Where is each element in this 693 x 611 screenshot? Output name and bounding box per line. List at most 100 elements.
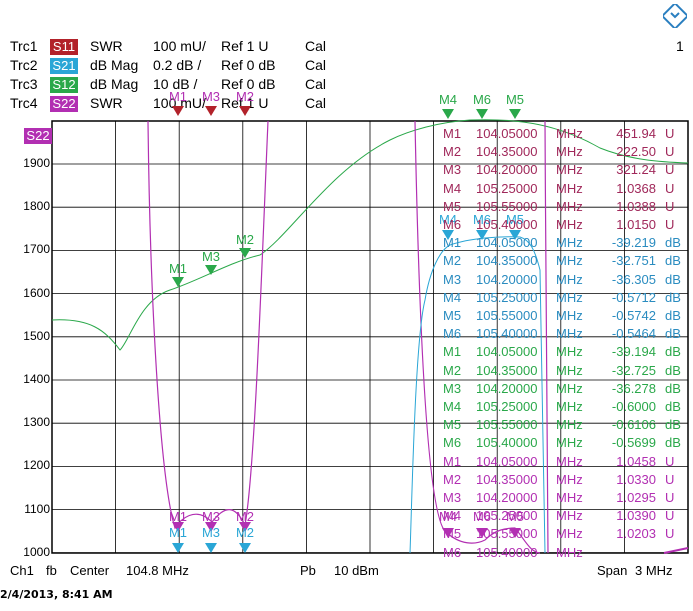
- marker-freq-unit: MHz: [556, 308, 583, 323]
- span-value[interactable]: 3 MHz: [635, 563, 673, 578]
- marker-value-unit: U: [665, 453, 675, 469]
- marker-label-s22-right: M4: [439, 509, 457, 524]
- marker-freq-unit: MHz: [556, 144, 583, 160]
- page-number: 1: [676, 38, 684, 54]
- marker-triangle-s21: [239, 543, 251, 553]
- marker-value: -36.278: [611, 380, 656, 396]
- marker-freq-unit: MHz: [556, 235, 583, 251]
- marker-frequency: 105.40000: [476, 217, 538, 232]
- marker-value-unit: dB: [665, 289, 681, 305]
- marker-id: M4: [443, 399, 462, 414]
- trace-ref: Ref 0 dB: [221, 57, 276, 73]
- marker-freq-unit: MHz: [556, 162, 583, 178]
- marker-frequency: 105.55000: [476, 526, 538, 542]
- brand-logo-icon: [663, 4, 687, 28]
- trace-format: SWR: [90, 38, 123, 54]
- marker-value: 1.0390: [616, 508, 656, 524]
- marker-triangle-s12: [239, 248, 251, 258]
- marker-label-top: M1: [169, 89, 187, 104]
- active-trace-chip[interactable]: S22: [24, 128, 52, 144]
- trace-name: Trc2: [10, 57, 38, 73]
- marker-id: M1: [443, 344, 462, 360]
- marker-value: -32.751: [611, 253, 656, 269]
- power-value[interactable]: 10 dBm: [334, 563, 379, 578]
- marker-id: M5: [443, 417, 462, 433]
- marker-value: 1.0388: [616, 198, 656, 214]
- marker-triangle-s12-top: [442, 109, 454, 119]
- marker-value: -0.6106: [611, 417, 656, 433]
- marker-triangle-s12-top: [509, 109, 521, 119]
- trace-param-chip[interactable]: S22: [50, 96, 78, 112]
- marker-triangle-s22: [239, 522, 251, 532]
- marker-value: -36.305: [611, 271, 656, 287]
- trace-format: dB Mag: [90, 57, 139, 73]
- marker-value: 1.0203: [616, 526, 656, 542]
- center-value[interactable]: 104.8 MHz: [126, 563, 189, 578]
- marker-triangle-s22: [205, 522, 217, 532]
- marker-triangle-s12: [205, 265, 217, 275]
- y-tick-label: 1300: [23, 415, 50, 430]
- marker-freq-unit: MHz: [556, 453, 583, 469]
- marker-frequency: 105.25000: [476, 399, 538, 414]
- marker-freq-unit: MHz: [556, 126, 583, 141]
- marker-frequency: 104.35000: [476, 253, 538, 269]
- y-tick-label: 1400: [23, 372, 50, 386]
- marker-id: M1: [443, 235, 462, 251]
- marker-value-unit: U: [665, 144, 675, 160]
- marker-label-top: M2: [236, 89, 254, 104]
- marker-triangle-s11: [239, 106, 251, 116]
- marker-freq-unit: MHz: [556, 417, 583, 433]
- marker-id: M6: [443, 544, 462, 560]
- marker-value-unit: dB: [665, 362, 681, 378]
- trace-param-chip[interactable]: S12: [50, 77, 78, 93]
- marker-id: M6: [443, 326, 462, 342]
- trace-format: dB Mag: [90, 76, 139, 92]
- marker-label-s22: M3: [202, 509, 220, 524]
- marker-label-s21: M2: [236, 525, 254, 540]
- marker-frequency: 105.25000: [476, 289, 538, 305]
- marker-frequency: 105.25000: [476, 180, 538, 196]
- marker-value: 1.0458: [616, 453, 656, 469]
- channel-label: Ch1: [10, 563, 34, 578]
- marker-frequency: 104.20000: [476, 162, 538, 178]
- marker-id: M2: [443, 144, 462, 160]
- trace-param-chip[interactable]: S11: [50, 39, 78, 55]
- marker-label-s21-right: M5: [506, 212, 524, 227]
- marker-frequency: 104.20000: [476, 271, 538, 287]
- marker-freq-unit: MHz: [556, 271, 583, 287]
- marker-frequency: 105.40000: [476, 544, 538, 560]
- marker-freq-unit: MHz: [556, 198, 583, 214]
- power-label: Pb: [300, 563, 316, 578]
- trace-ref: Ref 1 U: [221, 38, 269, 54]
- marker-freq-unit: MHz: [556, 490, 583, 505]
- marker-id: M5: [443, 526, 462, 542]
- marker-value-unit: U: [665, 198, 675, 214]
- marker-value: -39.194: [611, 344, 656, 360]
- trace-format: SWR: [90, 95, 123, 111]
- marker-freq-unit: MHz: [556, 362, 583, 378]
- marker-label-s12: M2: [236, 232, 254, 247]
- trace-param-chip[interactable]: S21: [50, 58, 78, 74]
- marker-value-unit: U: [665, 471, 675, 487]
- trace-cal: Cal: [305, 57, 327, 73]
- marker-label-s21-right: M6: [473, 212, 491, 227]
- marker-value-unit: U: [665, 490, 675, 505]
- marker-value-unit: U: [665, 180, 675, 196]
- marker-frequency: 104.20000: [476, 490, 538, 505]
- marker-value: 1.0295: [616, 490, 656, 505]
- trace-scale: 100 mU/: [153, 38, 206, 54]
- marker-triangle-s22-right: [442, 528, 454, 538]
- marker-frequency: 104.05000: [476, 235, 538, 251]
- marker-frequency: 104.05000: [476, 453, 538, 469]
- span-label: Span: [597, 563, 628, 578]
- marker-value-unit: dB: [665, 271, 681, 287]
- marker-triangle-s21: [172, 543, 184, 553]
- marker-value-unit: dB: [665, 417, 681, 433]
- marker-triangle-s12-top: [476, 109, 488, 119]
- marker-freq-unit: MHz: [556, 508, 583, 524]
- marker-value: 1.0368: [616, 180, 656, 196]
- marker-id: M5: [443, 308, 462, 323]
- marker-value: -0.5742: [611, 308, 656, 323]
- marker-label-top-green: M4: [439, 92, 457, 107]
